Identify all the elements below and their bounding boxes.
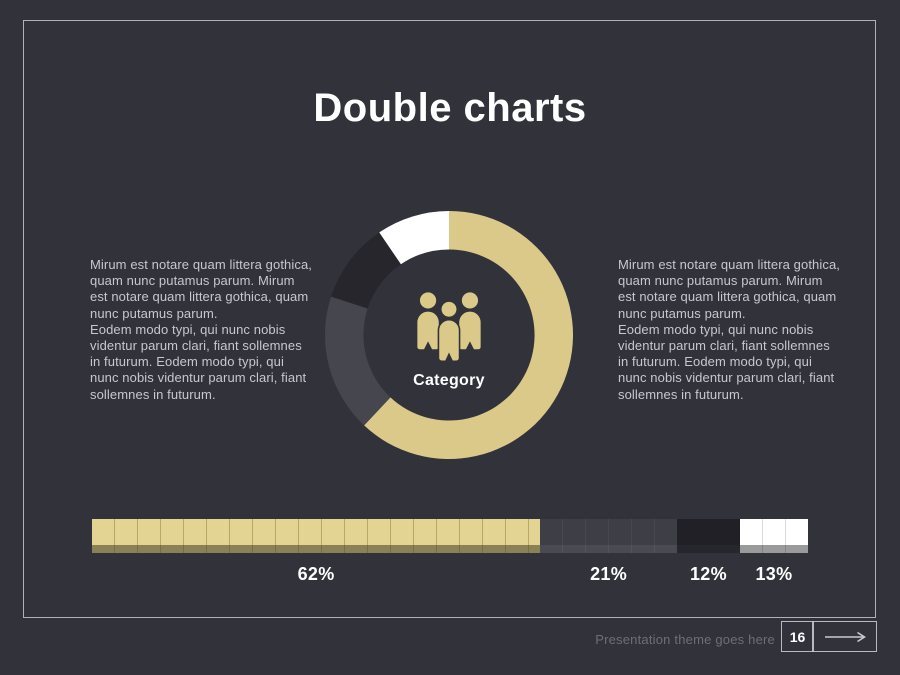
people-group-icon (417, 292, 481, 363)
bar-segment (540, 519, 677, 553)
bar-segment-base (676, 545, 740, 553)
bar-segment-label: 13% (755, 564, 793, 584)
bar-segment-base (540, 545, 677, 553)
bar-grid-lines (540, 519, 677, 553)
bar-segment (676, 519, 740, 553)
slide-title: Double charts (313, 86, 587, 130)
donut-segment-slate (325, 296, 391, 426)
stacked-bar-labels: 62% 21% 12% 13% (92, 564, 808, 585)
bar-segment-label: 12% (689, 564, 727, 584)
bar-segment-label: 62% (297, 564, 335, 584)
page-number: 16 (789, 628, 806, 645)
bar-grid-lines (739, 519, 808, 553)
donut-center-label: Category (413, 372, 485, 389)
stacked-bar-chart: 62% 21% 12% 13% (92, 519, 808, 585)
stacked-bar (92, 519, 808, 553)
donut-ring (325, 211, 573, 459)
body-text-left-paragraph-2: Eodem modo typi, qui nunc nobis videntur… (90, 321, 307, 402)
bar-grid-lines (92, 519, 541, 553)
next-slide-button[interactable] (812, 621, 877, 652)
bar-segment-base (739, 545, 808, 553)
donut-segment-black (331, 232, 401, 309)
donut-chart: Category (325, 211, 573, 459)
body-text-left-paragraph-1: Mirum est notare quam littera gothica, q… (90, 257, 313, 321)
donut-center: Category (325, 211, 573, 459)
footer-theme-label: Presentation theme goes here (595, 632, 775, 647)
page-number-box: 16 (781, 621, 814, 652)
donut-segment-gold (364, 211, 573, 459)
body-text-right-paragraph-1: Mirum est notare quam littera gothica, q… (618, 257, 841, 321)
right-arrow-icon (824, 631, 866, 642)
bar-segment (92, 519, 541, 553)
bar-segment (739, 519, 808, 553)
body-text-left: Mirum est notare quam littera gothica, q… (90, 257, 314, 403)
donut-segment-white (379, 211, 449, 265)
body-text-right-paragraph-2: Eodem modo typi, qui nunc nobis videntur… (618, 321, 835, 402)
bar-segment-base (92, 545, 541, 553)
body-text-right: Mirum est notare quam littera gothica, q… (618, 257, 842, 403)
bar-segment-label: 21% (590, 564, 628, 584)
